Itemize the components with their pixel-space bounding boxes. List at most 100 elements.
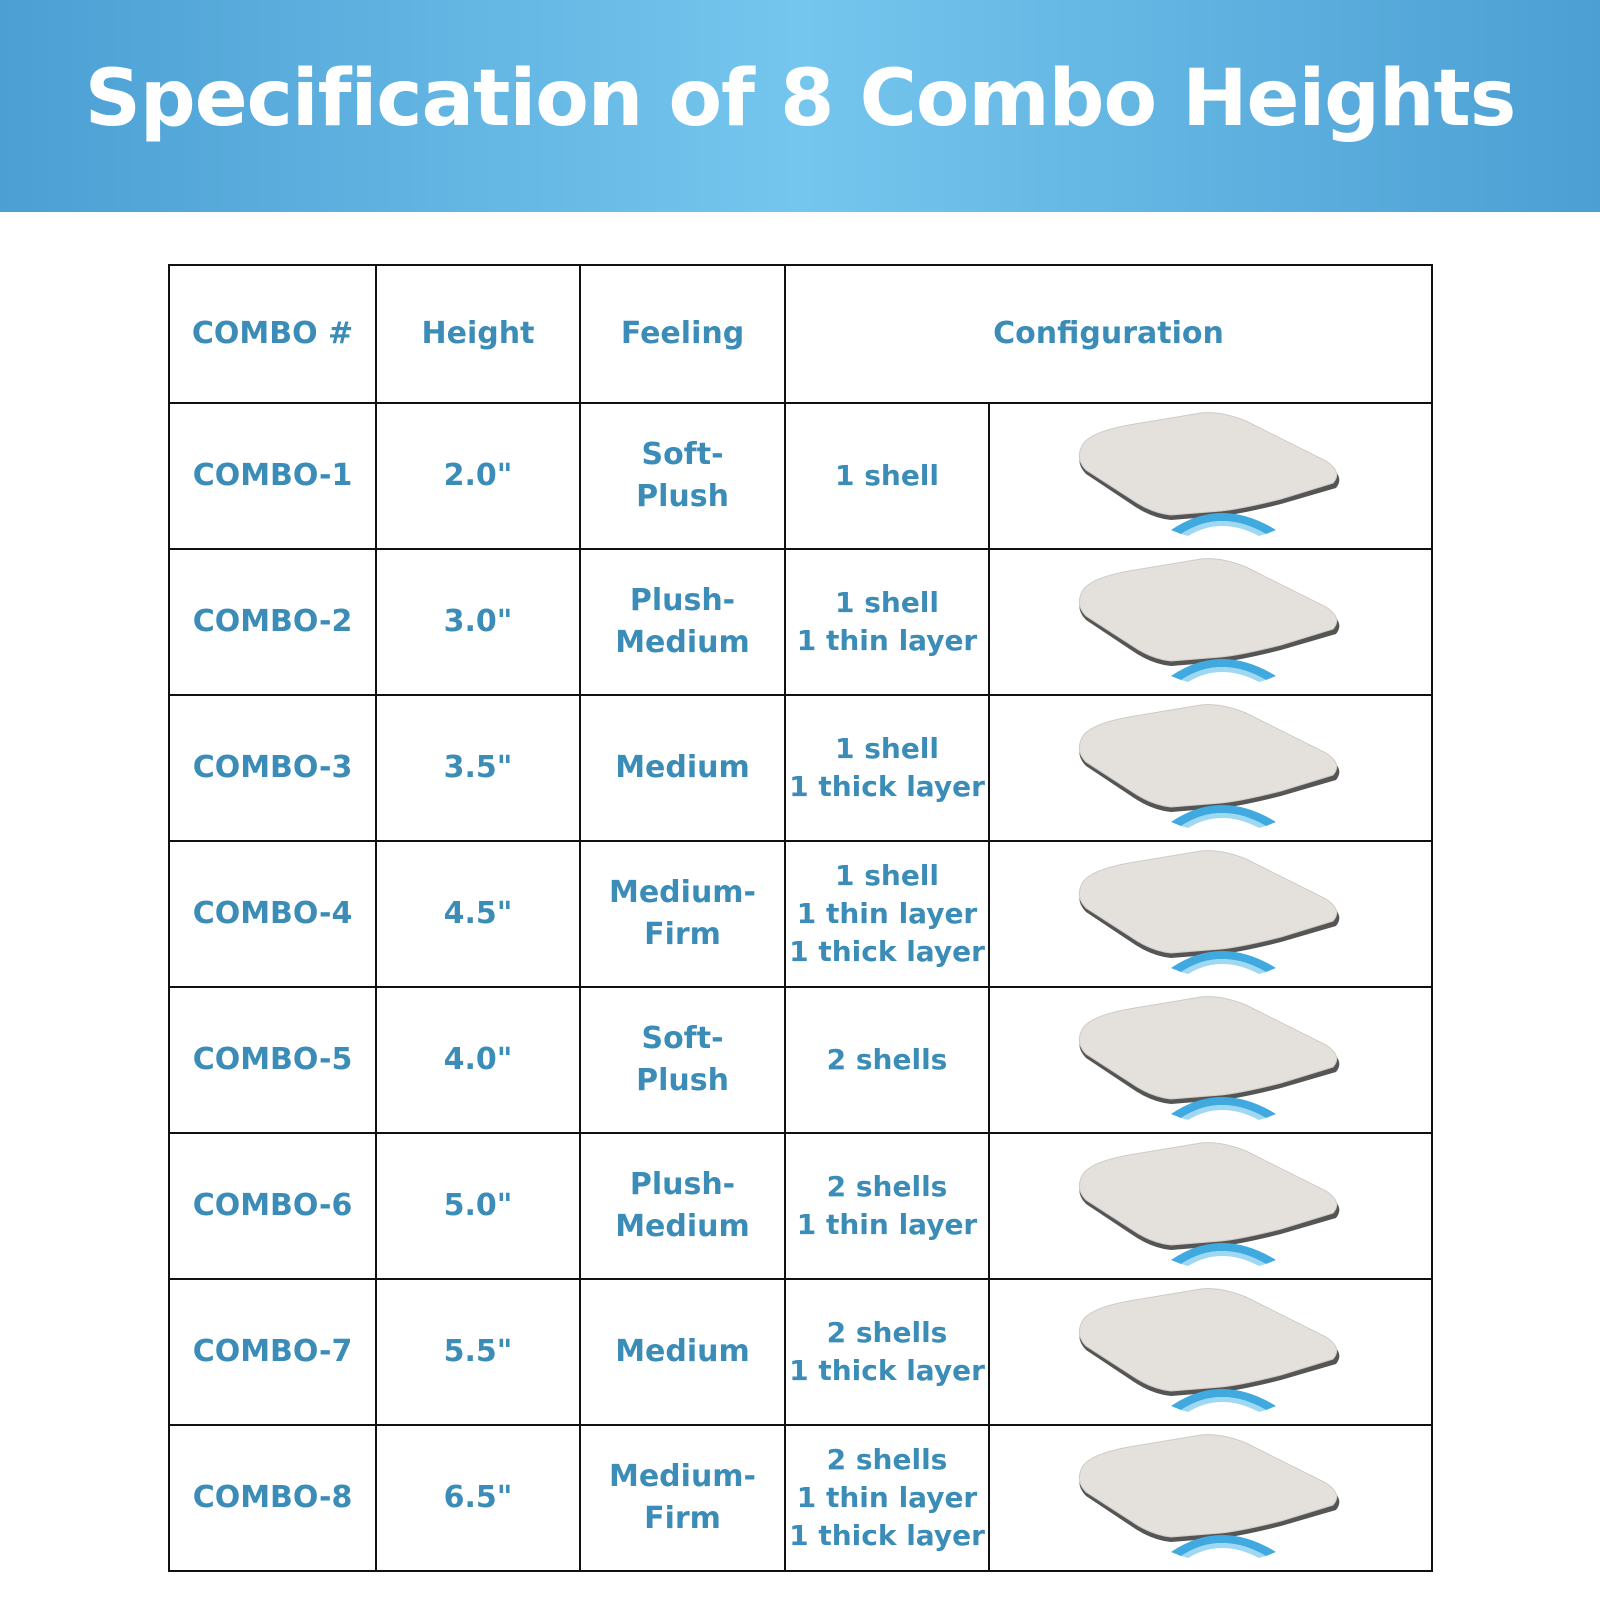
- pillow-top: [1078, 1288, 1337, 1392]
- height-cell: 6.5": [375, 1424, 581, 1572]
- height-cell: 2.0": [375, 402, 581, 550]
- table-row: COMBO-7 5.5" Medium 2 shells 1 thick layer: [168, 1278, 1433, 1426]
- pillow-layer: [1180, 1251, 1266, 1266]
- column-header: Configuration: [784, 264, 1433, 404]
- pillow-top: [1078, 1142, 1337, 1246]
- height-cell: 3.0": [375, 548, 581, 696]
- height-cell: 4.0": [375, 986, 581, 1134]
- table-row: COMBO-1 2.0" Soft- Plush 1 shell: [168, 402, 1433, 550]
- configuration-line: 2 shells: [826, 1170, 948, 1203]
- pillow-cutaway: [1170, 513, 1276, 534]
- feeling-line: Firm: [644, 1501, 721, 1536]
- height-cell: 3.5": [375, 694, 581, 842]
- feeling-line: Medium-: [608, 875, 757, 910]
- combo-cell: COMBO-7: [168, 1278, 377, 1426]
- pillow-image: [1078, 1142, 1339, 1266]
- pillow-top: [1078, 704, 1337, 808]
- configuration-cell: 2 shells 1 thin layer 1 thick layer: [784, 1424, 990, 1572]
- table-row: COMBO-2 3.0" Plush- Medium 1 shell 1 thin lay…: [168, 548, 1433, 696]
- image-cell: [988, 1132, 1433, 1280]
- configuration-cell: 1 shell 1 thick layer: [784, 694, 990, 842]
- pillow-cutaway: [1170, 1389, 1276, 1410]
- combo-cell: COMBO-8: [168, 1424, 377, 1572]
- feeling-line: Firm: [644, 917, 721, 952]
- pillow-image: [1078, 1288, 1339, 1412]
- feeling-line: Medium: [615, 1209, 750, 1244]
- banner: Specification of 8 Combo Heights: [0, 0, 1600, 212]
- pillow-layer: [1180, 813, 1266, 828]
- pillow-layer: [1180, 1543, 1266, 1558]
- feeling-cell: Plush- Medium: [579, 548, 786, 696]
- combo-cell: COMBO-4: [168, 840, 377, 988]
- feeling-cell: Plush- Medium: [579, 1132, 786, 1280]
- spec-table: COMBO # Height Feeling Configuration COMBO-…: [168, 264, 1433, 1572]
- height-cell: 5.0": [375, 1132, 581, 1280]
- table-body: COMBO-1 2.0" Soft- Plush 1 shell COMBO-2 3.0" P…: [168, 402, 1433, 1572]
- feeling-line: Medium: [615, 1334, 750, 1369]
- image-cell: [988, 402, 1433, 550]
- feeling-line: Soft-: [641, 1021, 724, 1056]
- configuration-cell: 2 shells: [784, 986, 990, 1134]
- configuration-line: 1 shell: [834, 859, 939, 892]
- configuration-cell: 1 shell 1 thin layer 1 thick layer: [784, 840, 990, 988]
- pillow-layer: [1180, 959, 1266, 974]
- pillow-cutaway: [1170, 805, 1276, 826]
- feeling-line: Plush-: [629, 1167, 736, 1202]
- feeling-cell: Medium- Firm: [579, 1424, 786, 1572]
- combo-cell: COMBO-1: [168, 402, 377, 550]
- configuration-line: 1 thick layer: [789, 1519, 985, 1552]
- feeling-line: Medium-: [608, 1459, 757, 1494]
- configuration-line: 1 thick layer: [789, 1354, 985, 1387]
- configuration-line: 1 thin layer: [796, 897, 978, 930]
- pillow-cutaway: [1170, 1243, 1276, 1264]
- table-row: COMBO-8 6.5" Medium- Firm 2 shells 1 thin lay…: [168, 1424, 1433, 1572]
- image-cell: [988, 1278, 1433, 1426]
- height-cell: 5.5": [375, 1278, 581, 1426]
- pillow-top: [1078, 412, 1337, 516]
- configuration-line: 1 thick layer: [789, 935, 985, 968]
- table-row: COMBO-3 3.5" Medium 1 shell 1 thick layer: [168, 694, 1433, 842]
- pillow-image: [1078, 412, 1339, 536]
- feeling-line: Soft-: [641, 437, 724, 472]
- configuration-line: 1 shell: [834, 459, 939, 492]
- height-cell: 4.5": [375, 840, 581, 988]
- feeling-line: Medium: [615, 750, 750, 785]
- image-cell: [988, 986, 1433, 1134]
- combo-cell: COMBO-3: [168, 694, 377, 842]
- column-header: COMBO #: [168, 264, 377, 404]
- header-row: COMBO # Height Feeling Configuration: [168, 264, 1433, 404]
- feeling-cell: Medium: [579, 1278, 786, 1426]
- pillow-layer: [1180, 667, 1266, 682]
- column-header: Feeling: [579, 264, 786, 404]
- configuration-line: 1 thin layer: [796, 1481, 978, 1514]
- pillow-top: [1078, 1434, 1337, 1538]
- configuration-line: 2 shells: [826, 1043, 948, 1076]
- configuration-line: 1 thin layer: [796, 1208, 978, 1241]
- feeling-line: Plush: [636, 479, 729, 514]
- configuration-cell: 1 shell: [784, 402, 990, 550]
- page-title: Specification of 8 Combo Heights: [84, 54, 1516, 144]
- pillow-image: [1078, 850, 1339, 974]
- configuration-line: 1 thin layer: [796, 624, 978, 657]
- feeling-cell: Soft- Plush: [579, 986, 786, 1134]
- configuration-cell: 2 shells 1 thin layer: [784, 1132, 990, 1280]
- configuration-cell: 1 shell 1 thin layer: [784, 548, 990, 696]
- combo-cell: COMBO-6: [168, 1132, 377, 1280]
- feeling-line: Plush-: [629, 583, 736, 618]
- combo-cell: COMBO-2: [168, 548, 377, 696]
- feeling-cell: Medium- Firm: [579, 840, 786, 988]
- pillow-top: [1078, 850, 1337, 954]
- pillow-image: [1078, 1434, 1339, 1558]
- pillow-image: [1078, 558, 1339, 682]
- pillow-image: [1078, 704, 1339, 828]
- table-row: COMBO-6 5.0" Plush- Medium 2 shells 1 thin la…: [168, 1132, 1433, 1280]
- pillow-top: [1078, 996, 1337, 1100]
- pillow-layer: [1180, 1105, 1266, 1120]
- pillow-image: [1078, 996, 1339, 1120]
- configuration-line: 1 shell: [834, 586, 939, 619]
- pillow-cutaway: [1170, 659, 1276, 680]
- configuration-line: 1 shell: [834, 732, 939, 765]
- combo-cell: COMBO-5: [168, 986, 377, 1134]
- table-row: COMBO-4 4.5" Medium- Firm 1 shell 1 thin laye…: [168, 840, 1433, 988]
- configuration-line: 2 shells: [826, 1443, 948, 1476]
